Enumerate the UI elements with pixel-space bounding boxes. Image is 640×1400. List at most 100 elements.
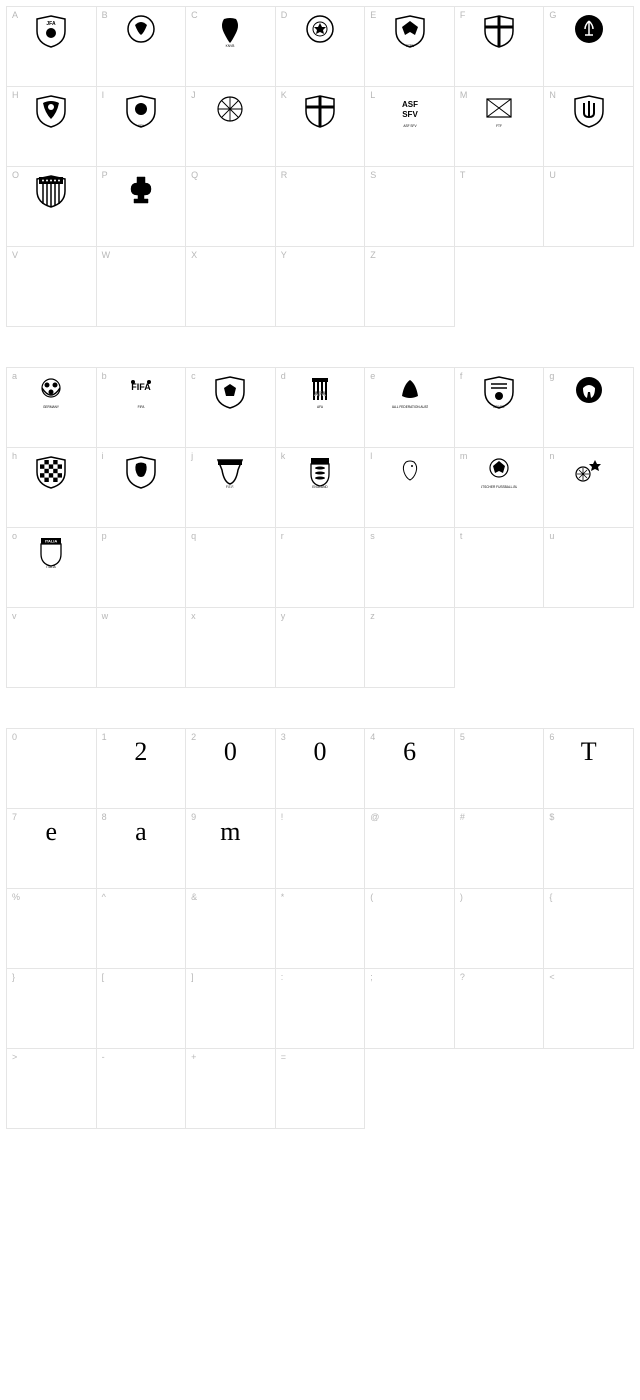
cell-label: n — [549, 451, 554, 461]
glyph-cell: ! — [276, 809, 366, 889]
glyph-cell: CKNVB — [186, 7, 276, 87]
pzpn-eagle-crest-icon: PZPN — [392, 13, 428, 49]
sweden-cross-shield-icon — [302, 93, 338, 129]
cell-label: X — [191, 250, 197, 260]
hzns-ball-crest-icon — [212, 93, 248, 129]
glyph-cell: 5 — [455, 729, 545, 809]
glyph-cell: 46 — [365, 729, 455, 809]
knvb-lion-icon: KNVB — [212, 13, 248, 49]
glyph-cell: - — [97, 1049, 187, 1129]
glyph-cell: E PZPN — [365, 7, 455, 87]
glyph-cell: { — [544, 889, 634, 969]
glyph-cell: x — [186, 608, 276, 688]
glyph-cell: # — [455, 809, 545, 889]
svg-text:DEUTSCHER FUSSBALL-BUND: DEUTSCHER FUSSBALL-BUND — [481, 485, 517, 489]
cell-label: % — [12, 892, 20, 902]
cell-label: c — [191, 371, 196, 381]
cell-label: R — [281, 170, 288, 180]
svg-text:BRASIL: BRASIL — [493, 405, 505, 409]
glyph-cell: X — [186, 247, 276, 327]
character-map: AJFABCKNVBDEPZPNFGHIKFAJKLASFSFVASF SFVM… — [6, 6, 634, 1129]
svg-text:AFA: AFA — [317, 405, 324, 409]
glyph-cell: ] — [186, 969, 276, 1049]
glyph-cell: LASFSFVASF SFV — [365, 87, 455, 167]
text-glyph: 2 — [134, 737, 147, 767]
cell-label: v — [12, 611, 17, 621]
paraguay-circle-crest-icon — [302, 13, 338, 49]
cell-label: E — [370, 10, 376, 20]
glyph-cell: 8a — [97, 809, 187, 889]
cote-ivoire-elephant-icon — [571, 374, 607, 410]
cell-label: a — [12, 371, 17, 381]
glyph-cell: * — [276, 889, 366, 969]
glyph-cell: ? — [455, 969, 545, 1049]
cell-label: H — [12, 90, 19, 100]
cell-label: : — [281, 972, 284, 982]
text-glyph: a — [135, 817, 147, 847]
cell-label: N — [549, 90, 556, 100]
cell-label: ^ — [102, 892, 106, 902]
dfb-eagle-icon: DEUTSCHER FUSSBALL-BUND — [481, 454, 517, 490]
svg-text:ASF SFV: ASF SFV — [403, 124, 417, 128]
cell-label: 2 — [191, 732, 196, 742]
glyph-cell: S — [365, 167, 455, 247]
cell-label: r — [281, 531, 284, 541]
svg-text:KFA: KFA — [138, 124, 145, 128]
cell-label: h — [12, 451, 17, 461]
glyph-cell: v — [7, 608, 97, 688]
glyph-cell: p — [97, 528, 187, 608]
glyph-cell: P — [97, 167, 187, 247]
glyph-cell: t — [455, 528, 545, 608]
cell-label: e — [370, 371, 375, 381]
glyph-cell: dAFAAFA — [276, 368, 366, 448]
cell-label: ! — [281, 812, 284, 822]
section-uppercase: AJFABCKNVBDEPZPNFGHIKFAJKLASFSFVASF SFVM… — [6, 6, 634, 327]
cell-label: b — [102, 371, 107, 381]
svg-text:GERMANY: GERMANY — [43, 405, 60, 409]
cell-label: 0 — [12, 732, 17, 742]
svg-text:KNVB: KNVB — [226, 44, 235, 48]
cell-label: F — [460, 10, 466, 20]
cell-label: o — [12, 531, 17, 541]
cell-label: k — [281, 451, 286, 461]
cell-label: $ — [549, 812, 554, 822]
glyph-cell: V — [7, 247, 97, 327]
glyph-cell: g — [544, 368, 634, 448]
mexico-eagle-crest-icon — [123, 13, 159, 49]
cell-label: 4 — [370, 732, 375, 742]
glyph-cell: MFTF — [455, 87, 545, 167]
svg-text:ENGLAND: ENGLAND — [312, 485, 328, 489]
cell-label: < — [549, 972, 554, 982]
cell-label: z — [370, 611, 375, 621]
croatia-checker-shield-icon — [33, 454, 69, 490]
glyph-cell: u — [544, 528, 634, 608]
glyph-cell: H — [7, 87, 97, 167]
svg-text:ASF: ASF — [402, 100, 418, 109]
ffa-roo-icon: FOOTBALL FEDERATION AUSTRALIA — [392, 374, 428, 410]
glyph-cell: ; — [365, 969, 455, 1049]
cell-label: d — [281, 371, 286, 381]
section-digits-symbols: 01220304656T7e8a9m!@#$%^&*(){}[]:;?<>-+= — [6, 728, 634, 1129]
glyph-cell: a GERMANY — [7, 368, 97, 448]
cell-label: y — [281, 611, 286, 621]
cell-label: l — [370, 451, 372, 461]
glyph-cell: % — [7, 889, 97, 969]
glyph-cell: N — [544, 87, 634, 167]
cell-label: O — [12, 170, 19, 180]
glyph-cell: y — [276, 608, 366, 688]
cell-label: { — [549, 892, 552, 902]
glyph-cell: ^ — [97, 889, 187, 969]
glyph-cell: e FOOTBALL FEDERATION AUSTRALIA — [365, 368, 455, 448]
cell-label: 5 — [460, 732, 465, 742]
svg-text:FIFA: FIFA — [137, 405, 145, 409]
glyph-cell: 12 — [97, 729, 187, 809]
tt-flag-shield-icon: FTF — [481, 93, 517, 129]
cell-label: & — [191, 892, 197, 902]
cell-label: [ — [102, 972, 105, 982]
glyph-cell: h — [7, 448, 97, 528]
cell-label: } — [12, 972, 15, 982]
glyph-cell: F — [455, 7, 545, 87]
cell-label: = — [281, 1052, 286, 1062]
glyph-cell: fBRASIL — [455, 368, 545, 448]
cell-label: U — [549, 170, 556, 180]
